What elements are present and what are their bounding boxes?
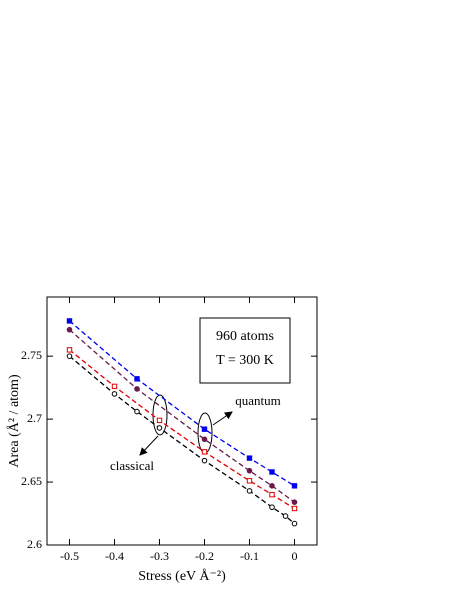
- marker: [201, 426, 208, 432]
- y-tick-label: 2.65: [21, 474, 42, 488]
- marker: [201, 457, 208, 464]
- marker: [66, 318, 73, 324]
- marker: [282, 513, 289, 519]
- marker: [269, 469, 275, 475]
- marker: [134, 408, 140, 415]
- marker: [111, 391, 118, 397]
- marker: [269, 491, 275, 498]
- marker: [201, 436, 208, 443]
- y-tick-label: 2.6: [27, 537, 42, 551]
- marker: [269, 504, 275, 511]
- arrow: [212, 411, 233, 426]
- marker: [66, 353, 73, 359]
- marker: [134, 376, 140, 382]
- marker: [246, 455, 253, 461]
- x-axis-label: Stress (eV Å⁻²): [138, 568, 226, 584]
- marker: [291, 499, 298, 505]
- marker: [134, 386, 140, 392]
- x-tick-label: 0: [292, 549, 298, 563]
- x-tick-label: -0.2: [195, 549, 214, 563]
- annotation: 960 atoms: [216, 329, 274, 344]
- marker: [246, 467, 253, 474]
- series-line: [69, 320, 295, 487]
- marker: [246, 488, 253, 494]
- x-tick-label: -0.3: [150, 549, 169, 563]
- x-tick-label: -0.1: [240, 549, 259, 563]
- x-tick-label: -0.4: [105, 549, 124, 563]
- marker: [156, 417, 163, 424]
- x-tick-label: -0.5: [60, 549, 79, 563]
- marker: [66, 326, 73, 333]
- marker: [291, 505, 298, 512]
- arrow: [139, 435, 159, 456]
- marker: [201, 449, 208, 455]
- y-axis-label: Area (Å² / atom): [6, 374, 22, 468]
- y-tick-label: 2.7: [27, 411, 42, 425]
- marker: [291, 483, 298, 489]
- marker: [66, 347, 73, 353]
- marker: [111, 383, 118, 390]
- annotation: classical: [110, 458, 154, 473]
- marker: [246, 478, 253, 484]
- plot-frame: [46, 296, 318, 546]
- y-tick-label: 2.75: [21, 348, 42, 362]
- series-line: [69, 329, 295, 503]
- annotation: T = 300 K: [216, 353, 274, 368]
- marker: [291, 520, 298, 527]
- marker: [269, 483, 275, 489]
- marker: [156, 425, 163, 431]
- annotation: quantum: [235, 393, 281, 408]
- annotation-box: [199, 317, 291, 384]
